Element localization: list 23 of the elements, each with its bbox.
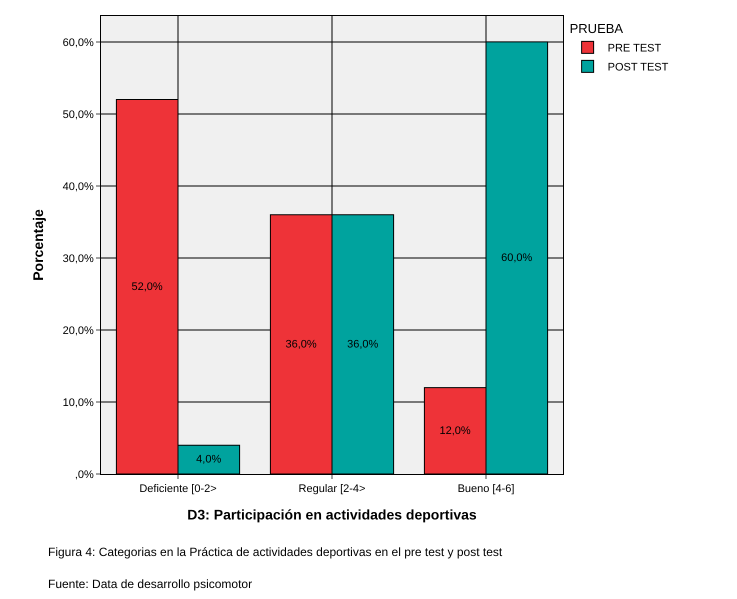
data-label: 12,0% (439, 424, 471, 437)
legend-label: PRE TEST (608, 42, 662, 55)
y-tick-label: 10,0% (62, 396, 94, 409)
data-label: 36,0% (347, 338, 379, 350)
x-tick-label: Regular [2-4> (298, 483, 366, 496)
y-axis-title: Porcentaje (30, 208, 46, 281)
source-note: Fuente: Data de desarrollo psicomotor (48, 577, 252, 591)
x-tick-label: Bueno [4-6] (458, 483, 514, 496)
data-label: 36,0% (285, 338, 317, 350)
y-tick-label: 40,0% (62, 180, 94, 193)
y-tick-label: 20,0% (62, 324, 94, 337)
text: Figura 4: Categorias en la Práctica de actividades deportivas en el pre test y post test (48, 545, 503, 559)
y-tick-label: ,0% (74, 468, 94, 481)
x-tick-label: Deficiente [0-2> (139, 483, 217, 496)
y-tick-label: 50,0% (62, 108, 94, 121)
data-label: 52,0% (131, 280, 163, 293)
y-tick-label: 30,0% (62, 252, 94, 265)
legend-label: POST TEST (608, 62, 669, 74)
legend-title: PRUEBA (570, 20, 624, 36)
data-label: 60,0% (501, 252, 533, 264)
y-tick-label: 60,0% (62, 36, 94, 49)
data-label: 4,0% (196, 454, 222, 466)
x-axis-title: D3: Participación en actividades deportivas (187, 506, 477, 522)
